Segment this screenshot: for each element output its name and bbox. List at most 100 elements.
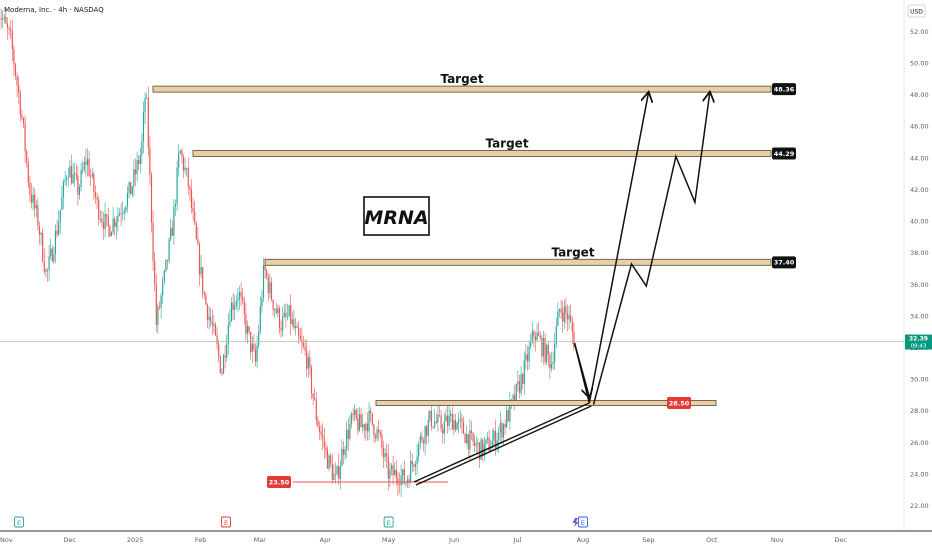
- candle-body-down: [334, 473, 337, 475]
- candle-body-up: [341, 449, 343, 467]
- candle-body-down: [338, 466, 340, 479]
- candle-body-up: [229, 321, 231, 325]
- y-tick-label: 24.00: [910, 470, 929, 478]
- candle-body-up: [528, 346, 530, 362]
- candle-body-up: [258, 331, 260, 346]
- earnings-marker[interactable]: [221, 516, 231, 528]
- candle-body-down: [411, 460, 413, 465]
- candle-body-up: [122, 212, 124, 215]
- earnings-marker[interactable]: [14, 516, 24, 528]
- candle-body-up: [72, 174, 74, 184]
- target-price-tag[interactable]: [772, 147, 796, 160]
- candle-body-up: [162, 280, 164, 296]
- candle-body-up: [568, 315, 570, 320]
- candle-body-down: [27, 162, 29, 183]
- candle-body-down: [130, 182, 132, 195]
- candle-body-down: [526, 354, 529, 362]
- candle-body-down: [326, 449, 329, 469]
- support-zone-tag[interactable]: [667, 396, 691, 409]
- candle-body-down: [243, 300, 245, 314]
- support-zone[interactable]: [375, 400, 717, 406]
- target-zone[interactable]: [152, 85, 772, 93]
- candle-body-down: [310, 367, 313, 394]
- currency-label: USD: [910, 9, 923, 16]
- candle-body-down: [482, 439, 484, 456]
- candle-body-down: [446, 415, 449, 426]
- dividend-lightning-icon[interactable]: [572, 518, 579, 527]
- candle-body-down: [501, 423, 503, 438]
- target-zone[interactable]: [192, 150, 772, 157]
- candle-body-down: [315, 399, 317, 420]
- candle-body-down: [248, 326, 250, 332]
- candle-body-up: [542, 338, 545, 357]
- candle-body-down: [203, 292, 205, 296]
- candle-body-down: [275, 309, 277, 314]
- candle-body-up: [277, 307, 279, 314]
- y-tick-label: 40.00: [910, 218, 929, 226]
- trendline-lower[interactable]: [415, 405, 592, 486]
- earnings-marker[interactable]: [383, 516, 394, 528]
- candle-body-down: [88, 159, 90, 176]
- candle-body-down: [56, 230, 58, 235]
- candle-body-up: [515, 383, 517, 402]
- target-zone[interactable]: [264, 258, 772, 266]
- support-line-tag[interactable]: [267, 476, 291, 489]
- pullback-arrow[interactable]: [573, 342, 590, 397]
- candle-body-up: [394, 469, 396, 476]
- candle-body-up: [546, 344, 548, 363]
- candle-body-up: [469, 430, 471, 450]
- candle-body-down: [189, 186, 191, 190]
- target-price-value: 44.29: [774, 150, 795, 158]
- candle-body-down: [323, 438, 325, 448]
- target-label: Target: [485, 136, 528, 150]
- candle-body-up: [110, 232, 113, 237]
- candle-body-down: [422, 440, 425, 444]
- candle-body-down: [298, 327, 300, 337]
- candle-body-down: [395, 469, 397, 479]
- candle-body-down: [34, 194, 36, 209]
- candle-body-up: [307, 357, 309, 369]
- candle-body-up: [336, 466, 338, 474]
- candle-body-down: [70, 166, 73, 184]
- candle-body-down: [158, 306, 161, 308]
- candle-body-up: [133, 169, 135, 187]
- candle-body-down: [306, 350, 308, 369]
- x-tick-label: Mar: [254, 536, 267, 544]
- candle-body-down: [272, 299, 274, 310]
- candle-body-up: [157, 306, 159, 325]
- target-price-tag[interactable]: [772, 256, 796, 269]
- candle-body-down: [514, 395, 516, 402]
- candle-body-down: [392, 465, 394, 476]
- candle-body-down: [280, 328, 282, 331]
- candle-body-down: [13, 49, 15, 65]
- candle-body-down: [363, 424, 365, 431]
- candle-body-down: [299, 336, 301, 341]
- trendline-upper[interactable]: [413, 402, 590, 483]
- target-price-tag[interactable]: [772, 83, 796, 96]
- candle-body-up: [389, 469, 391, 479]
- projection-arrow[interactable]: [592, 93, 710, 405]
- candle-body-up: [256, 345, 258, 362]
- candle-body-down: [38, 226, 41, 235]
- price-scale[interactable]: [904, 0, 932, 531]
- candle-body-down: [205, 295, 207, 305]
- candle-body-up: [339, 466, 341, 479]
- candle-body-down: [214, 324, 217, 336]
- candle-body-down: [93, 173, 95, 192]
- candle-body-down: [290, 305, 292, 325]
- target-price-value: 37.40: [774, 259, 795, 267]
- candle-body-up: [104, 214, 106, 230]
- candle-body-up: [493, 430, 495, 441]
- candle-body-up: [294, 326, 297, 328]
- candle-body-down: [360, 414, 362, 428]
- last-price-tag[interactable]: [905, 334, 932, 350]
- candle-body-up: [83, 161, 85, 170]
- currency-badge[interactable]: [907, 4, 926, 18]
- annotation-box[interactable]: [363, 196, 430, 236]
- candle-body-up: [520, 374, 522, 393]
- candle-body-down: [254, 349, 257, 362]
- x-tick-label: Feb: [195, 536, 207, 544]
- candle-body-down: [438, 414, 441, 416]
- candle-body-down: [293, 319, 295, 328]
